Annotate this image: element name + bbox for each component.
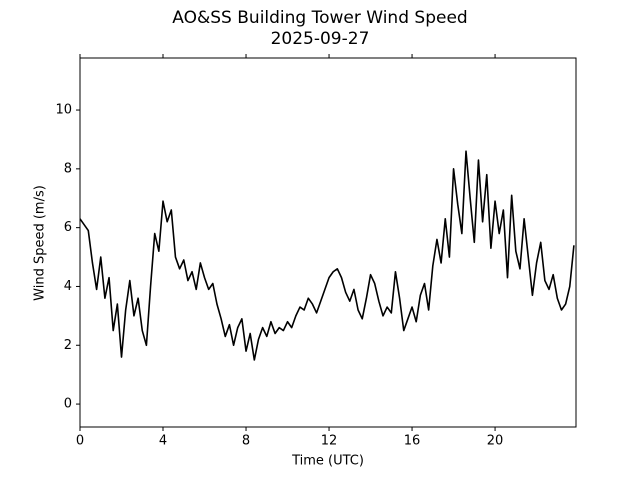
chart-subtitle: 2025-09-27 — [271, 29, 370, 49]
y-tick-label: 8 — [64, 161, 72, 176]
x-tick-label: 12 — [321, 434, 338, 449]
chart-title: AO&SS Building Tower Wind Speed — [172, 8, 467, 28]
x-tick-label: 8 — [242, 434, 250, 449]
y-tick-label: 2 — [64, 338, 72, 353]
y-tick-label: 6 — [64, 220, 72, 235]
x-axis-label: Time (UTC) — [291, 454, 364, 469]
y-tick-label: 4 — [64, 279, 72, 294]
y-axis-label: Wind Speed (m/s) — [33, 185, 48, 301]
y-tick-label: 10 — [55, 103, 72, 118]
wind-line — [79, 150, 575, 361]
x-tick-label: 4 — [159, 434, 167, 449]
y-tick-label: 0 — [64, 397, 72, 412]
plot-frame — [79, 57, 577, 428]
x-tick-label: 0 — [76, 434, 84, 449]
x-tick-label: 16 — [404, 434, 421, 449]
x-tick-label: 20 — [487, 434, 504, 449]
